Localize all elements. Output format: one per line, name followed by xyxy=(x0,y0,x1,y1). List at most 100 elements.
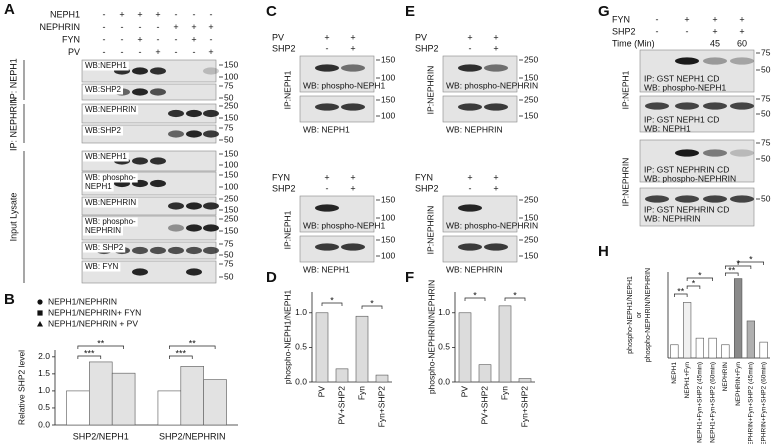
sig-label: * xyxy=(513,290,517,300)
mw-label: 75 xyxy=(224,238,234,248)
sig-bracket xyxy=(169,355,193,359)
condition-name: PV xyxy=(272,32,284,42)
sig-bracket xyxy=(725,272,739,276)
panel-letter: C xyxy=(266,3,277,20)
panel-letter: H xyxy=(598,243,609,260)
bar xyxy=(89,361,113,426)
legend-label: NEPH1/NEPHRIN xyxy=(48,296,117,306)
blot-label: IP: GST NEPH1 CD xyxy=(644,114,719,124)
x-tick-label: Fyn xyxy=(499,386,509,400)
band xyxy=(341,243,365,251)
condition-sign: - xyxy=(157,22,160,32)
condition-sign: - xyxy=(139,47,142,57)
mw-label: 150 xyxy=(224,204,238,214)
bar xyxy=(111,372,136,426)
blot-label: WB:NEPHRIN xyxy=(85,198,136,207)
sig-bracket xyxy=(504,297,526,301)
sig-bracket xyxy=(169,345,216,349)
panel-letter: F xyxy=(405,269,414,286)
condition-sign: + xyxy=(324,32,329,42)
sig-label: ** xyxy=(189,338,197,348)
condition-sign: + xyxy=(119,9,124,19)
blot-label: WB: FYN xyxy=(85,262,119,271)
band xyxy=(341,64,365,72)
blot-label: WB:NEPH1 xyxy=(85,61,127,70)
condition-name: SHP2 xyxy=(272,43,296,53)
band xyxy=(132,67,148,75)
condition-sign: + xyxy=(493,43,498,53)
condition-sign: - xyxy=(686,26,689,36)
label-bg xyxy=(83,126,124,136)
legend-marker xyxy=(37,310,43,316)
label-bg xyxy=(83,61,129,71)
condition-sign: + xyxy=(173,22,178,32)
label-bg xyxy=(83,226,124,236)
bar xyxy=(180,366,204,426)
mw-label: 75 xyxy=(224,258,234,268)
condition-sign: - xyxy=(103,34,106,44)
condition-sign: + xyxy=(155,47,160,57)
mw-label: 250 xyxy=(524,234,538,244)
sig-label: ** xyxy=(97,338,105,348)
condition-name: SHP2 xyxy=(272,183,296,193)
blot-label: WB: phospho-NEPHRIN xyxy=(644,173,736,183)
band xyxy=(132,246,148,255)
panel-letter: D xyxy=(266,269,277,286)
blot-label: WB: NEPH1 xyxy=(644,123,691,133)
condition-sign: - xyxy=(121,47,124,57)
band xyxy=(315,204,339,212)
mw-label: 250 xyxy=(224,100,238,110)
mw-label: 50 xyxy=(224,134,234,144)
y-axis-label: phospho-NEPHRIN/NEPHRIN xyxy=(645,268,652,362)
x-tick-label: Fyn+SHP2 xyxy=(519,386,529,428)
bar xyxy=(498,305,512,383)
mw-label: 50 xyxy=(224,92,234,102)
blot-label: WB: NEPHRIN xyxy=(446,264,503,274)
condition-sign: - xyxy=(175,9,178,19)
bar xyxy=(157,390,182,426)
mw-label: 100 xyxy=(381,250,395,260)
bar xyxy=(66,390,90,426)
band xyxy=(703,149,727,157)
condition-sign: + xyxy=(493,172,498,182)
condition-sign: + xyxy=(684,14,689,24)
blot-label: WB: NEPHRIN xyxy=(644,213,701,223)
condition-sign: + xyxy=(712,14,717,24)
blot-label: IP: GST NEPHRIN CD xyxy=(644,204,729,214)
band xyxy=(132,88,148,96)
condition-sign: + xyxy=(155,9,160,19)
x-tick-label: NEPHRIN+Fyn+SHP2 (60min) xyxy=(760,362,767,444)
mw-label: 100 xyxy=(224,181,238,191)
condition-name: SHP2 xyxy=(415,43,439,53)
mw-label: 100 xyxy=(381,212,395,222)
condition-sign: - xyxy=(210,34,213,44)
mw-label: 250 xyxy=(224,213,238,223)
mw-label: 150 xyxy=(524,110,538,120)
band xyxy=(703,102,727,110)
blot-label: WB: SHP2 xyxy=(85,243,124,252)
mw-label: 150 xyxy=(381,94,395,104)
band xyxy=(186,109,202,118)
band xyxy=(168,109,184,118)
condition-sign: + xyxy=(137,9,142,19)
band xyxy=(315,64,339,72)
mw-label: 250 xyxy=(224,193,238,203)
band xyxy=(203,246,219,255)
mw-label: 150 xyxy=(524,72,538,82)
sig-bracket xyxy=(77,355,102,359)
band xyxy=(703,57,727,65)
band xyxy=(730,57,754,65)
condition-name: NEPH1 xyxy=(50,9,80,19)
band xyxy=(186,268,202,276)
bar xyxy=(478,364,492,383)
condition-name: NEPHRIN xyxy=(39,22,80,32)
condition-sign: + xyxy=(350,172,355,182)
condition-name: FYN xyxy=(612,14,630,24)
panel-letter: A xyxy=(4,1,15,18)
condition-sign: - xyxy=(326,43,329,53)
ip-label: IP:NEPH1 xyxy=(620,70,630,109)
mw-label: 100 xyxy=(224,159,238,169)
condition-sign: - xyxy=(103,47,106,57)
blot-label: WB: phospho-NEPH1 xyxy=(303,220,385,230)
band xyxy=(458,204,482,212)
